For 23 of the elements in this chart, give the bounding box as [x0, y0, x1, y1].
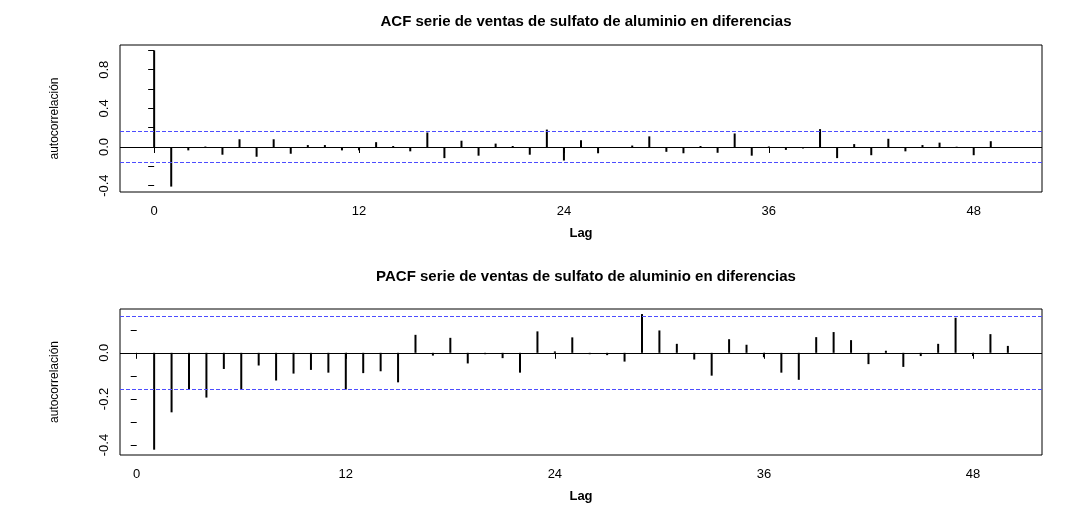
x-tick-label: 24 [556, 203, 572, 218]
x-tick-label: 48 [966, 203, 981, 218]
y-axis-title: autocorrelación [47, 340, 61, 424]
y-tick-label: -0.4 [96, 433, 111, 457]
x-tick-label: 0 [150, 203, 158, 218]
x-tick-label: 36 [761, 203, 777, 218]
x-tick-label: 12 [351, 203, 367, 218]
y-tick-label: 0.0 [96, 343, 111, 362]
x-tick-label: 36 [756, 466, 772, 481]
chart-title: ACF serie de ventas de sulfato de aluminio en diferencias [380, 12, 792, 29]
x-axis-title: Lag [569, 488, 593, 503]
y-tick-label: 0.8 [96, 60, 111, 79]
y-tick-label: 0.4 [96, 99, 111, 118]
y-tick-label: 0.0 [96, 137, 111, 157]
chart-title: PACF serie de ventas de sulfato de aluminio en diferencias [376, 267, 796, 284]
x-tick-label: 24 [547, 466, 563, 481]
x-tick-label: 12 [338, 466, 354, 481]
x-tick-label: 48 [965, 466, 981, 481]
y-tick-label: -0.4 [96, 174, 111, 197]
y-tick-label: -0.2 [96, 387, 111, 411]
x-axis-title: Lag [569, 225, 593, 240]
y-axis-title: autocorrelación [47, 77, 61, 160]
x-tick-label: 0 [133, 466, 141, 481]
